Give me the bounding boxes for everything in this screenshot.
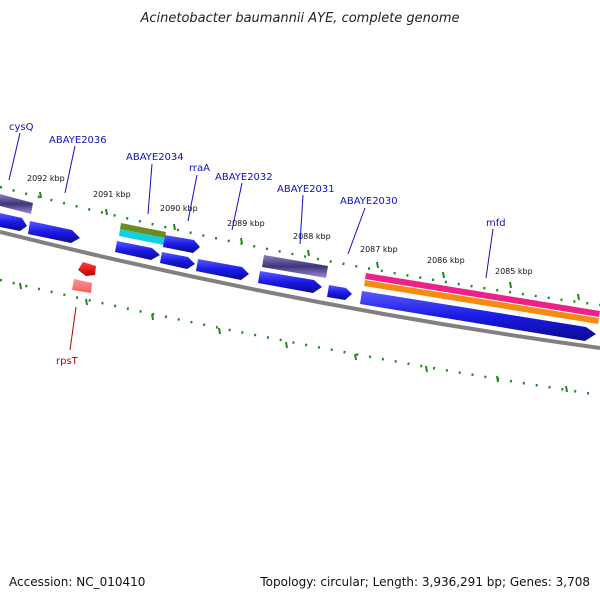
rrna-feature-rpst	[78, 262, 96, 276]
feature-purple-cysq	[0, 194, 33, 214]
gene-label-abaye2031: ABAYE2031	[277, 184, 335, 195]
tick-label-2088: 2088 kbp	[293, 232, 331, 241]
label-leaders	[8, 132, 494, 279]
cds-arrow-7	[258, 271, 322, 293]
tick-label-2091: 2091 kbp	[93, 190, 131, 199]
feature-olive	[120, 223, 166, 238]
lower-tick-marks	[19, 282, 568, 393]
cds-arrow-3	[115, 241, 160, 260]
gene-label-abaye2036: ABAYE2036	[49, 135, 107, 146]
gene-label-abaye2034: ABAYE2034	[126, 152, 184, 163]
rrna-feature-rpst-pale	[72, 279, 92, 293]
tick-label-2089: 2089 kbp	[227, 219, 265, 228]
tick-label-2086: 2086 kbp	[427, 256, 465, 265]
feature-magenta-mfd	[365, 273, 600, 317]
tick-label-2092: 2092 kbp	[27, 174, 65, 183]
topology-summary: Topology: circular; Length: 3,936,291 bp…	[259, 575, 590, 589]
gene-label-rpst: rpsT	[56, 356, 79, 367]
cds-arrow-6	[196, 259, 249, 280]
cds-arrow-2	[28, 221, 80, 243]
feature-purple-abaye2031	[262, 255, 328, 278]
genome-backbone	[0, 230, 600, 350]
upper-tick-marks	[39, 191, 580, 301]
gene-label-cysq: cysQ	[9, 122, 34, 133]
gene-label-rraa: rraA	[189, 163, 210, 174]
tick-label-2087: 2087 kbp	[360, 245, 398, 254]
cds-arrow-4	[163, 235, 200, 253]
feature-orange-mfd	[364, 280, 599, 324]
gene-label-mfd: mfd	[486, 218, 506, 229]
gene-label-abaye2032: ABAYE2032	[215, 172, 273, 183]
cds-arrow-8	[327, 285, 352, 300]
rpst-leader	[69, 306, 77, 351]
gene-label-abaye2030: ABAYE2030	[340, 196, 398, 207]
tick-label-2085: 2085 kbp	[495, 267, 533, 276]
cds-arrow-5	[160, 252, 195, 269]
accession-text: Accession: NC_010410	[9, 575, 145, 589]
map-title: Acinetobacter baumannii AYE, complete ge…	[139, 11, 459, 26]
feature-cyan	[119, 229, 165, 245]
cds-arrow-mfd	[360, 291, 596, 341]
tick-label-2090: 2090 kbp	[160, 204, 198, 213]
cds-arrow-1	[0, 213, 27, 231]
